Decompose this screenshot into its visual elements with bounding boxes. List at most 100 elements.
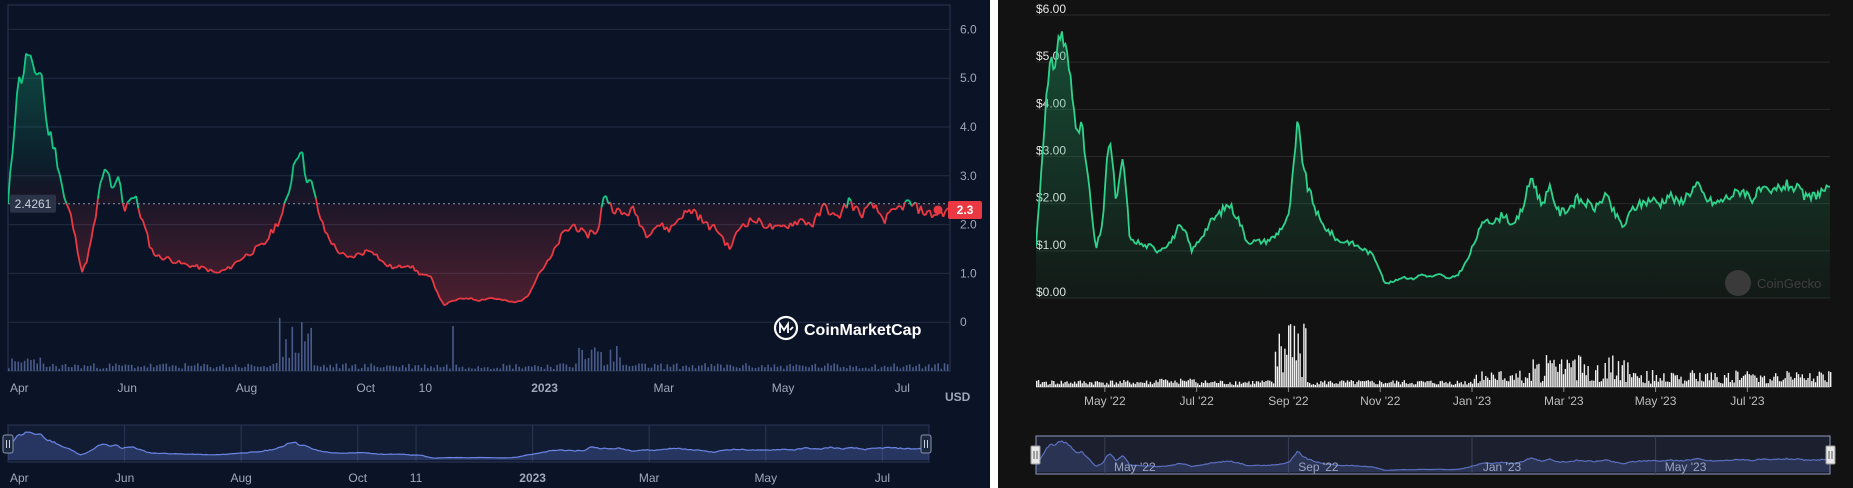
right-volume-bar [1492,374,1495,387]
left-volume-bar [64,364,67,371]
right-volume-bar [1072,383,1074,387]
right-volume-bar [1519,370,1521,387]
right-volume-bar [1462,384,1464,387]
right-volume-bar [1735,370,1737,387]
right-navigator-handle-start[interactable] [1030,445,1041,465]
right-volume-bar [1325,384,1328,387]
right-volume-bar [1604,363,1606,387]
right-volume-bar [1811,381,1813,387]
left-volume-bar [329,364,331,371]
left-volume-bar [716,363,719,371]
left-volume-bar [704,363,706,371]
left-navigator-handle-start[interactable] [2,434,14,454]
right-volume-bar [1257,381,1260,387]
left-navigator-handle-end-bg[interactable] [920,434,932,454]
left-volume-bar [411,368,413,371]
right-navigator-handle-end-bg[interactable] [1825,445,1836,465]
left-volume-bar [540,367,542,371]
left-volume-bar [524,366,527,371]
left-navigator-line [7,431,930,459]
right-navigator[interactable] [1030,435,1836,475]
right-volume-bar [1346,380,1349,387]
right-volume-bar [1308,382,1311,387]
left-volume-bar [556,364,558,371]
right-volume-bar [1712,379,1714,387]
left-volume-bar [108,363,111,371]
left-volume-bar [657,365,659,371]
left-navigator-tick-label: 11 [410,471,423,485]
right-volume-bar [1435,384,1438,387]
right-navigator-handle-end[interactable] [1825,445,1836,465]
left-volume-bar [754,368,757,371]
right-volume-bar [1655,375,1658,387]
left-navigator-handle-end[interactable] [920,434,932,454]
left-navigator[interactable] [2,424,932,463]
left-volume-bar [304,341,306,371]
left-volume-bar [723,367,725,371]
right-volume-bar [1670,372,1673,387]
left-navigator-area [8,432,929,460]
right-volume-bar [1615,375,1618,387]
right-volume-bar [1596,365,1599,387]
left-volume-bar [625,364,628,371]
right-volume-bar [1130,384,1133,387]
left-volume-bar [345,363,347,371]
right-volume-bar [1282,372,1284,387]
right-volume-bar [1174,380,1176,387]
right-volume-bar [1727,372,1730,387]
left-navigator-tick-label: Jun [115,471,134,485]
right-volume-bar [1367,380,1369,387]
left-volume-bar [266,367,268,371]
left-volume-bar [871,366,873,371]
right-volume-bar [1058,384,1061,387]
right-volume-bar [1642,382,1644,387]
right-volume-bar [1744,374,1747,387]
right-volume-bar [1795,372,1798,387]
right-volume-bar [1513,379,1515,387]
right-volume-bar [1064,382,1066,387]
right-volume-bar [1193,379,1195,387]
right-volume-bar [1451,384,1453,387]
left-volume-bar [323,364,325,371]
left-volume-bar [30,360,32,371]
left-volume-bar [228,367,231,371]
left-navigator-tick-label: May [754,471,777,485]
right-volume-bar [1043,381,1045,387]
left-volume-bar [546,364,549,371]
left-volume-bar [647,367,650,371]
left-y-tick-label: 2.0 [960,218,977,232]
right-volume-bar [1261,380,1263,387]
right-volume-bar [1320,381,1322,387]
left-volume-bar [669,366,672,371]
left-volume-bar [852,367,854,371]
left-volume-bar [96,367,98,371]
right-volume-bar [1680,376,1682,387]
current-price-label: 2.3 [957,203,974,217]
left-volume-bar [464,368,467,371]
right-volume-bar [1297,333,1299,387]
right-navigator-handle-start-bg[interactable] [1030,445,1041,465]
right-volume-bar [1413,384,1415,387]
left-navigator-handle-start-bg[interactable] [2,434,14,454]
left-volume-bar [808,367,810,371]
right-volume-bar [1640,375,1642,387]
right-volume-bar [1098,382,1100,387]
right-volume-bar [1632,372,1635,387]
right-volume-bar [1329,380,1332,387]
right-volume-bar [1540,382,1542,387]
right-volume-bar [1212,382,1214,387]
right-volume-bar [1665,381,1667,387]
left-x-tick-label: Mar [653,381,674,395]
left-volume-bar [149,363,152,371]
right-volume-bar [1729,382,1731,387]
left-volume-bar [433,367,435,371]
right-volume-bar [1039,384,1042,387]
right-volume-bar [1062,383,1064,387]
left-price-line-above [8,52,917,209]
left-volume-bar [559,363,561,371]
left-volume-bar [294,352,297,371]
right-volume-bar [1227,384,1229,387]
left-volume-bar [751,367,754,371]
left-volume-bar [801,365,804,371]
right-volume-bar [1439,381,1441,387]
